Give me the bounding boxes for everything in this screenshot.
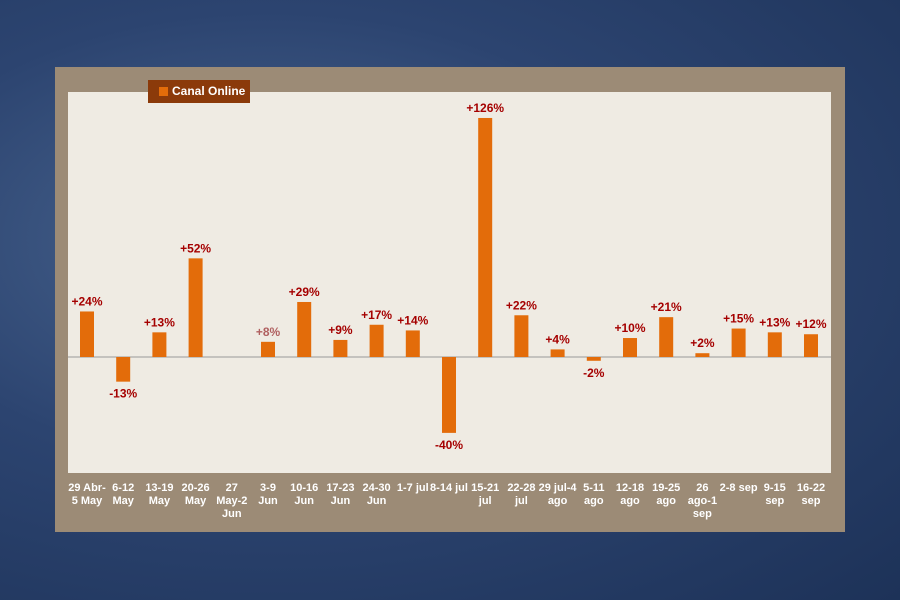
bar bbox=[442, 357, 456, 433]
x-tick-label: 24-30 Jun bbox=[362, 482, 391, 507]
bar bbox=[695, 353, 710, 357]
bar bbox=[333, 339, 348, 357]
x-tick-label: 19-25 ago bbox=[652, 482, 681, 507]
x-tick-label: 3-9 Jun bbox=[258, 482, 278, 507]
x-tick-label: 6-12 May bbox=[112, 482, 135, 507]
x-tick-label: 10-16 Jun bbox=[290, 482, 319, 507]
bar bbox=[188, 258, 203, 357]
x-tick-label: 17-23 Jun bbox=[326, 482, 355, 507]
x-tick-label: 13-19 May bbox=[145, 482, 174, 507]
x-tick-label: 22-28 jul bbox=[507, 482, 536, 507]
data-label: +21% bbox=[651, 300, 682, 314]
bar bbox=[116, 357, 131, 382]
bar bbox=[80, 311, 94, 357]
data-label: +14% bbox=[397, 313, 428, 327]
data-label: +13% bbox=[144, 315, 175, 329]
x-tick-label: 26 ago-1 sep bbox=[687, 482, 718, 520]
x-tick-label: 29 jul-4 ago bbox=[538, 482, 577, 507]
data-label: +9% bbox=[328, 323, 353, 337]
x-tick-label: 1-7 jul bbox=[396, 482, 429, 494]
x-tick-label: 2-8 sep bbox=[719, 482, 758, 494]
bar bbox=[152, 332, 167, 357]
x-tick-label: 27 May-2 Jun bbox=[216, 482, 248, 520]
x-tick-label: 29 Abr-5 May bbox=[68, 482, 106, 507]
x-tick-label: 5-11 ago bbox=[583, 482, 605, 507]
x-tick-label: 16-22 sep bbox=[796, 482, 826, 507]
legend bbox=[148, 80, 250, 103]
bar bbox=[659, 317, 674, 357]
data-label: +15% bbox=[723, 312, 754, 326]
legend-swatch bbox=[159, 87, 168, 96]
bar bbox=[514, 315, 529, 357]
x-tick-label: 9-15 sep bbox=[763, 482, 786, 507]
bar bbox=[550, 349, 565, 357]
data-label: -2% bbox=[583, 366, 605, 380]
data-label: +13% bbox=[759, 315, 790, 329]
data-label: +22% bbox=[506, 298, 537, 312]
x-tick-label: 12-18 ago bbox=[615, 482, 645, 507]
data-label: +12% bbox=[795, 317, 826, 331]
data-label: +24% bbox=[71, 294, 102, 308]
bar bbox=[369, 324, 384, 357]
x-tick-label: 8-14 jul bbox=[430, 482, 468, 494]
x-tick-label: 15-21 jul bbox=[471, 482, 500, 507]
bar bbox=[804, 334, 818, 357]
bar bbox=[586, 357, 601, 361]
legend-label: Canal Online bbox=[172, 84, 246, 98]
data-label: +10% bbox=[614, 321, 645, 335]
data-label: -13% bbox=[109, 387, 137, 401]
data-label: +29% bbox=[289, 285, 320, 299]
data-label: +126% bbox=[466, 101, 504, 115]
bar bbox=[767, 332, 782, 357]
bar bbox=[261, 341, 275, 357]
data-label: +17% bbox=[361, 308, 392, 322]
x-tick-label: 20-26 May bbox=[181, 482, 210, 507]
data-label: +52% bbox=[180, 241, 211, 255]
data-label: +2% bbox=[690, 336, 715, 350]
data-label: +4% bbox=[545, 332, 570, 346]
data-label: +8% bbox=[256, 325, 281, 339]
bar bbox=[623, 338, 637, 357]
bar bbox=[405, 330, 420, 357]
bar bbox=[478, 117, 493, 357]
data-label: -40% bbox=[435, 438, 463, 452]
bar bbox=[731, 328, 746, 357]
bar bbox=[297, 301, 312, 357]
